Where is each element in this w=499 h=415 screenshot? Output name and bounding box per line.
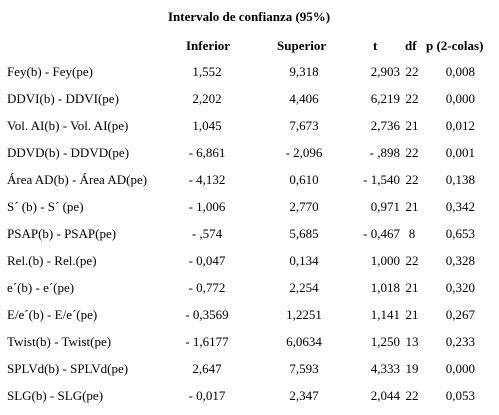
cell-inferior: - 1,006 bbox=[188, 199, 226, 214]
cell-t: 1,000 bbox=[370, 253, 400, 268]
cell-df: 21 bbox=[405, 199, 419, 214]
cell-p: 0,001 bbox=[445, 145, 475, 160]
cell-inferior: 2,202 bbox=[192, 91, 222, 106]
row-label: SLG(b) - SLG(pe) bbox=[7, 388, 104, 403]
cell-p: 0,342 bbox=[445, 199, 475, 214]
cell-p: 0,053 bbox=[445, 388, 475, 403]
cell-p: 0,012 bbox=[445, 118, 475, 133]
cell-inferior: - 0,017 bbox=[188, 388, 226, 403]
table-row: Área AD(b) - Área AD(pe) - 4,132 0,610 - 1,… bbox=[0, 172, 499, 199]
row-label: PSAP(b) - PSAP(pe) bbox=[7, 226, 117, 241]
table-row: Rel.(b) - Rel.(pe) - 0,047 0,134 1,000 22 0,3… bbox=[0, 253, 499, 280]
cell-p: 0,000 bbox=[445, 361, 475, 376]
cell-t: 0,971 bbox=[370, 199, 400, 214]
cell-inferior: - 4,132 bbox=[188, 172, 226, 187]
row-label: E/e´(b) - E/e´(pe) bbox=[7, 307, 98, 322]
cell-inferior: 1,552 bbox=[192, 64, 222, 79]
cell-superior: 4,406 bbox=[289, 91, 319, 106]
table-row: e´(b) - e´(pe) - 0,772 2,254 1,018 21 0,320 bbox=[0, 280, 499, 307]
table-row: E/e´(b) - E/e´(pe) - 0,3569 1,2251 1,141 21 0… bbox=[0, 307, 499, 334]
cell-t: 1,141 bbox=[370, 307, 400, 322]
cell-inferior: 1,045 bbox=[192, 118, 222, 133]
cell-inferior: - 6,861 bbox=[188, 145, 226, 160]
table-row: Vol. AI(b) - Vol. AI(pe) 1,045 7,673 2,736 2… bbox=[0, 118, 499, 145]
table-row: S´ (b) - S´ (pe) - 1,006 2,770 0,971 21 0,342 bbox=[0, 199, 499, 226]
header-inferior: Inferior bbox=[186, 38, 231, 53]
cell-t: - 1,540 bbox=[363, 172, 400, 187]
header-df: df bbox=[405, 38, 417, 53]
row-label: Rel.(b) - Rel.(pe) bbox=[7, 253, 97, 268]
cell-df: 22 bbox=[405, 172, 419, 187]
cell-superior: 0,610 bbox=[289, 172, 319, 187]
row-label: Twist(b) - Twist(pe) bbox=[7, 334, 112, 349]
cell-superior: - 2,096 bbox=[285, 145, 323, 160]
cell-df: 19 bbox=[405, 361, 419, 376]
row-label: e´(b) - e´(pe) bbox=[7, 280, 75, 295]
header-superior: Superior bbox=[277, 38, 327, 53]
cell-inferior: - 0,047 bbox=[188, 253, 226, 268]
row-label: Vol. AI(b) - Vol. AI(pe) bbox=[7, 118, 129, 133]
table-row: PSAP(b) - PSAP(pe) - ,574 5,685 - 0,467 8 0,6… bbox=[0, 226, 499, 253]
cell-p: 0,008 bbox=[445, 64, 475, 79]
cell-p: 0,320 bbox=[445, 280, 475, 295]
row-label: S´ (b) - S´ (pe) bbox=[7, 199, 84, 214]
cell-superior: 2,770 bbox=[289, 199, 319, 214]
cell-df: 8 bbox=[408, 226, 416, 241]
table-row: SLG(b) - SLG(pe) - 0,017 2,347 2,044 22 0,053 bbox=[0, 388, 499, 415]
row-label: SPLVd(b) - SPLVd(pe) bbox=[7, 361, 129, 376]
row-label: Fey(b) - Fey(pe) bbox=[7, 64, 93, 79]
cell-inferior: 2,647 bbox=[192, 361, 222, 376]
cell-superior: 1,2251 bbox=[286, 307, 322, 322]
cell-superior: 9,318 bbox=[289, 64, 319, 79]
cell-superior: 5,685 bbox=[289, 226, 319, 241]
header-t: t bbox=[373, 38, 378, 53]
cell-df: 21 bbox=[405, 280, 419, 295]
cell-inferior: - ,574 bbox=[191, 226, 223, 241]
header-p: p (2-colas) bbox=[426, 38, 484, 53]
cell-t: 2,903 bbox=[370, 64, 400, 79]
cell-t: 2,044 bbox=[370, 388, 400, 403]
cell-inferior: - 1,6177 bbox=[185, 334, 229, 349]
cell-t: - ,898 bbox=[369, 145, 400, 160]
cell-df: 13 bbox=[405, 334, 419, 349]
cell-p: 0,653 bbox=[445, 226, 475, 241]
cell-inferior: - 0,3569 bbox=[185, 307, 229, 322]
cell-df: 22 bbox=[405, 91, 419, 106]
table-row: DDVD(b) - DDVD(pe) - 6,861 - 2,096 - ,898 22… bbox=[0, 145, 499, 172]
cell-inferior: - 0,772 bbox=[188, 280, 226, 295]
cell-superior: 6,0634 bbox=[286, 334, 322, 349]
table-row: Fey(b) - Fey(pe) 1,552 9,318 2,903 22 0,008 bbox=[0, 64, 499, 91]
table-caption: Intervalo de confianza (95%) bbox=[168, 9, 331, 24]
cell-t: - 0,467 bbox=[363, 226, 400, 241]
cell-p: 0,233 bbox=[445, 334, 475, 349]
cell-df: 21 bbox=[405, 307, 419, 322]
cell-df: 22 bbox=[405, 388, 419, 403]
cell-superior: 2,254 bbox=[289, 280, 319, 295]
row-label: DDVI(b) - DDVI(pe) bbox=[7, 91, 119, 106]
cell-superior: 0,134 bbox=[289, 253, 319, 268]
table-row: DDVI(b) - DDVI(pe) 2,202 4,406 6,219 22 0,000 bbox=[0, 91, 499, 118]
table-row: SPLVd(b) - SPLVd(pe) 2,647 7,593 4,333 19 0,0… bbox=[0, 361, 499, 388]
table-row: Twist(b) - Twist(pe) - 1,6177 6,0634 1,250 1… bbox=[0, 334, 499, 361]
cell-t: 4,333 bbox=[370, 361, 400, 376]
cell-t: 1,250 bbox=[370, 334, 400, 349]
cell-df: 22 bbox=[405, 64, 419, 79]
cell-p: 0,267 bbox=[445, 307, 475, 322]
cell-df: 22 bbox=[405, 145, 419, 160]
row-label: DDVD(b) - DDVD(pe) bbox=[7, 145, 130, 160]
cell-p: 0,328 bbox=[445, 253, 475, 268]
cell-t: 6,219 bbox=[370, 91, 400, 106]
row-label: Área AD(b) - Área AD(pe) bbox=[7, 172, 148, 187]
cell-df: 22 bbox=[405, 253, 419, 268]
cell-superior: 7,673 bbox=[289, 118, 319, 133]
cell-df: 21 bbox=[405, 118, 419, 133]
cell-superior: 7,593 bbox=[289, 361, 319, 376]
cell-p: 0,138 bbox=[445, 172, 475, 187]
cell-superior: 2,347 bbox=[289, 388, 319, 403]
cell-t: 1,018 bbox=[370, 280, 400, 295]
cell-t: 2,736 bbox=[370, 118, 400, 133]
cell-p: 0,000 bbox=[445, 91, 475, 106]
